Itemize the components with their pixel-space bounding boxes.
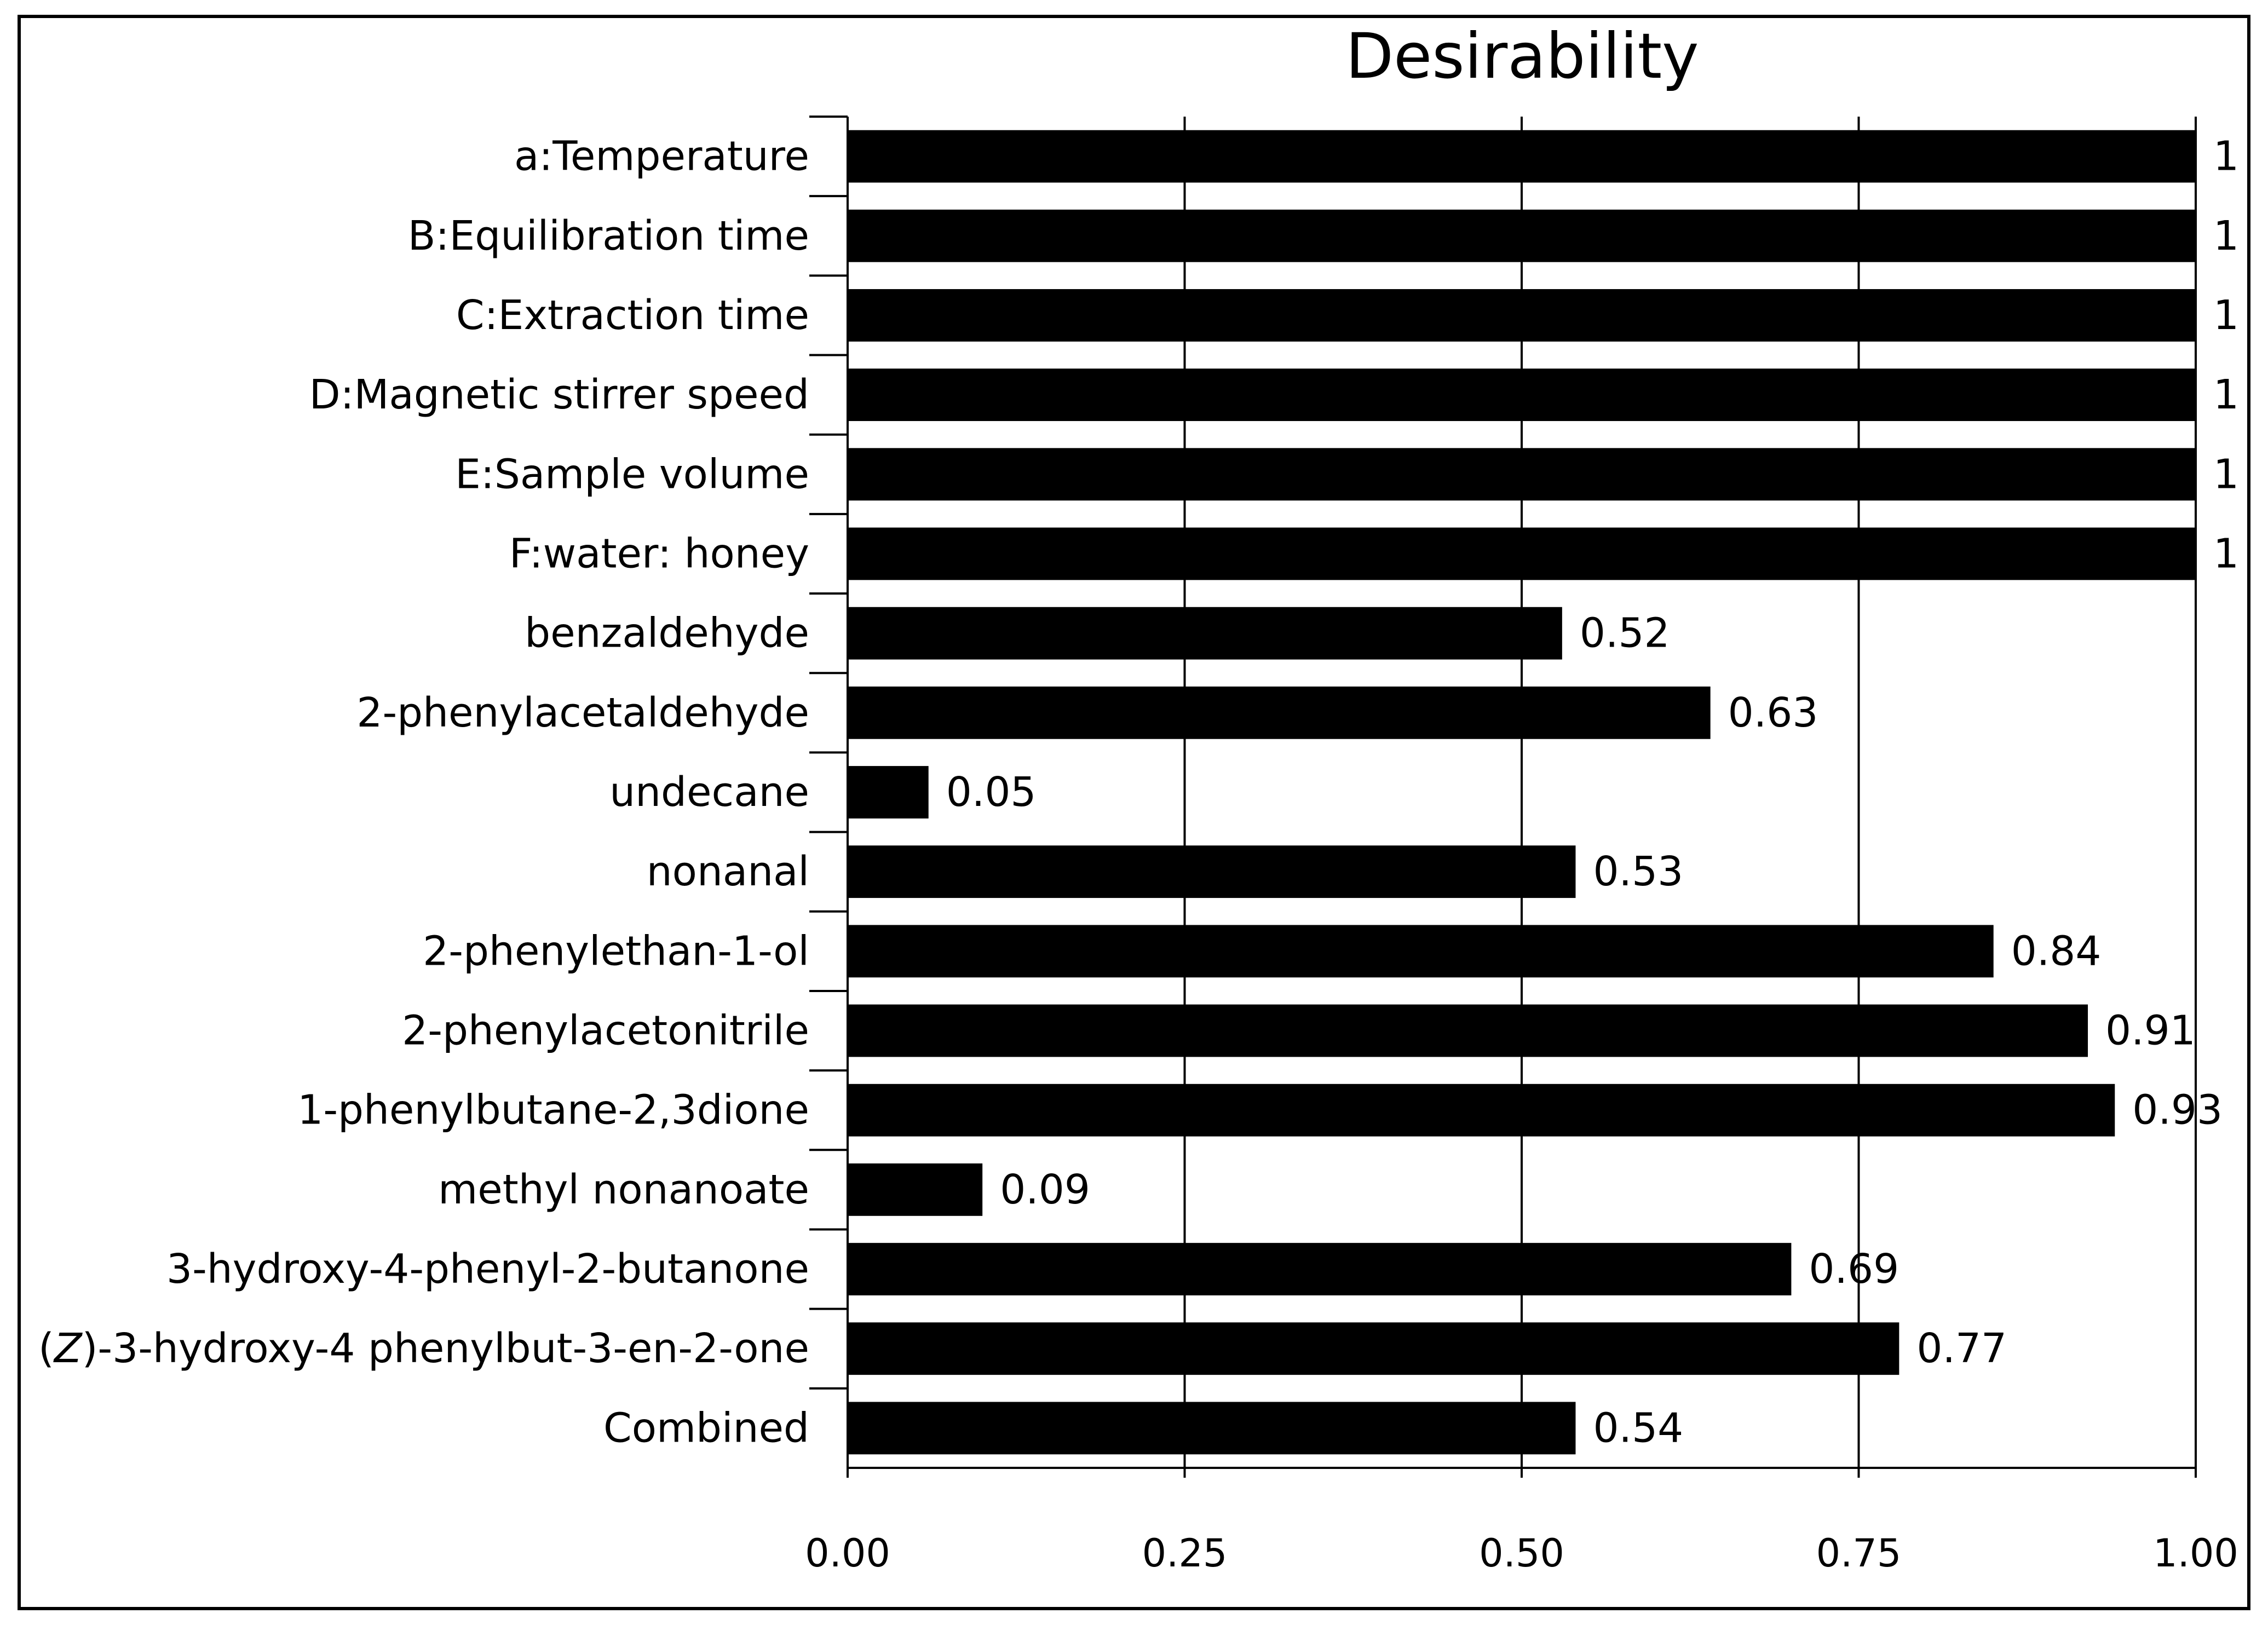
bar [848,1322,1899,1375]
bar [848,1402,1576,1455]
category-label: 1-phenylbutane-2,3dione [297,1087,809,1134]
value-label: 0.52 [1580,610,1670,657]
value-label: 1 [2213,451,2239,498]
value-label: 0.53 [1593,848,1683,895]
value-label: 1 [2213,212,2239,260]
x-tick-label: 1.00 [2153,1531,2238,1576]
category-label: E:Sample volume [455,451,809,498]
bar [848,845,1576,898]
chart-title: Desirability [1345,20,1699,93]
x-tick-label: 0.25 [1142,1531,1228,1576]
category-label: (Z)-3-hydroxy-4 phenylbut-3-en-2-one [38,1325,809,1372]
x-tick-label: 0.00 [805,1531,890,1576]
category-label: Combined [603,1404,809,1451]
bar [848,289,2196,342]
category-label: nonanal [647,848,809,895]
bar [848,130,2196,183]
axis-layer [809,116,2197,1478]
category-label: B:Equilibration time [408,212,809,260]
value-label: 1 [2213,292,2239,339]
category-label: 3-hydroxy-4-phenyl-2-butanone [166,1246,809,1293]
category-label: methyl nonanoate [438,1166,809,1213]
value-label: 0.05 [946,769,1037,816]
bar [848,1084,2115,1137]
bar [848,1163,983,1216]
bar [848,925,1994,978]
value-label: 0.77 [1916,1325,2007,1372]
category-label: 2-phenylacetaldehyde [356,689,809,736]
grid-layer [1183,117,2197,1468]
category-label: a:Temperature [514,133,809,180]
bar [848,1243,1792,1295]
bar [848,527,2196,580]
bar [848,766,929,819]
value-label: 1 [2213,530,2239,577]
value-label: 0.93 [2132,1087,2223,1134]
label-layer: 0.00 0.25 0.50 0.75 1.00 a:Temperature 1 B:Equi… [38,133,2239,1576]
value-label: 1 [2213,133,2239,180]
bar [848,686,1711,739]
x-tick-label: 0.75 [1816,1531,1902,1576]
category-label: F:water: honey [509,530,809,577]
bar-layer [848,130,2196,1455]
category-label: benzaldehyde [525,610,809,657]
value-label: 0.84 [2011,927,2102,975]
bar [848,368,2196,422]
value-label: 0.09 [1000,1166,1090,1213]
category-label: 2-phenylacetonitrile [402,1007,809,1054]
category-label: D:Magnetic stirrer speed [309,371,809,418]
value-label: 0.54 [1593,1404,1683,1451]
value-label: 1 [2213,371,2239,418]
bar [848,448,2196,501]
bar [848,1004,2088,1057]
category-label: 2-phenylethan-1-ol [423,927,809,975]
value-label: 0.63 [1728,689,1818,736]
value-label: 0.69 [1809,1246,1899,1293]
value-label: 0.91 [2105,1007,2196,1054]
x-tick-label: 0.50 [1479,1531,1564,1576]
bar [848,607,1562,660]
category-label: C:Extraction time [456,292,809,339]
bar [848,209,2196,262]
category-label: undecane [609,769,809,816]
